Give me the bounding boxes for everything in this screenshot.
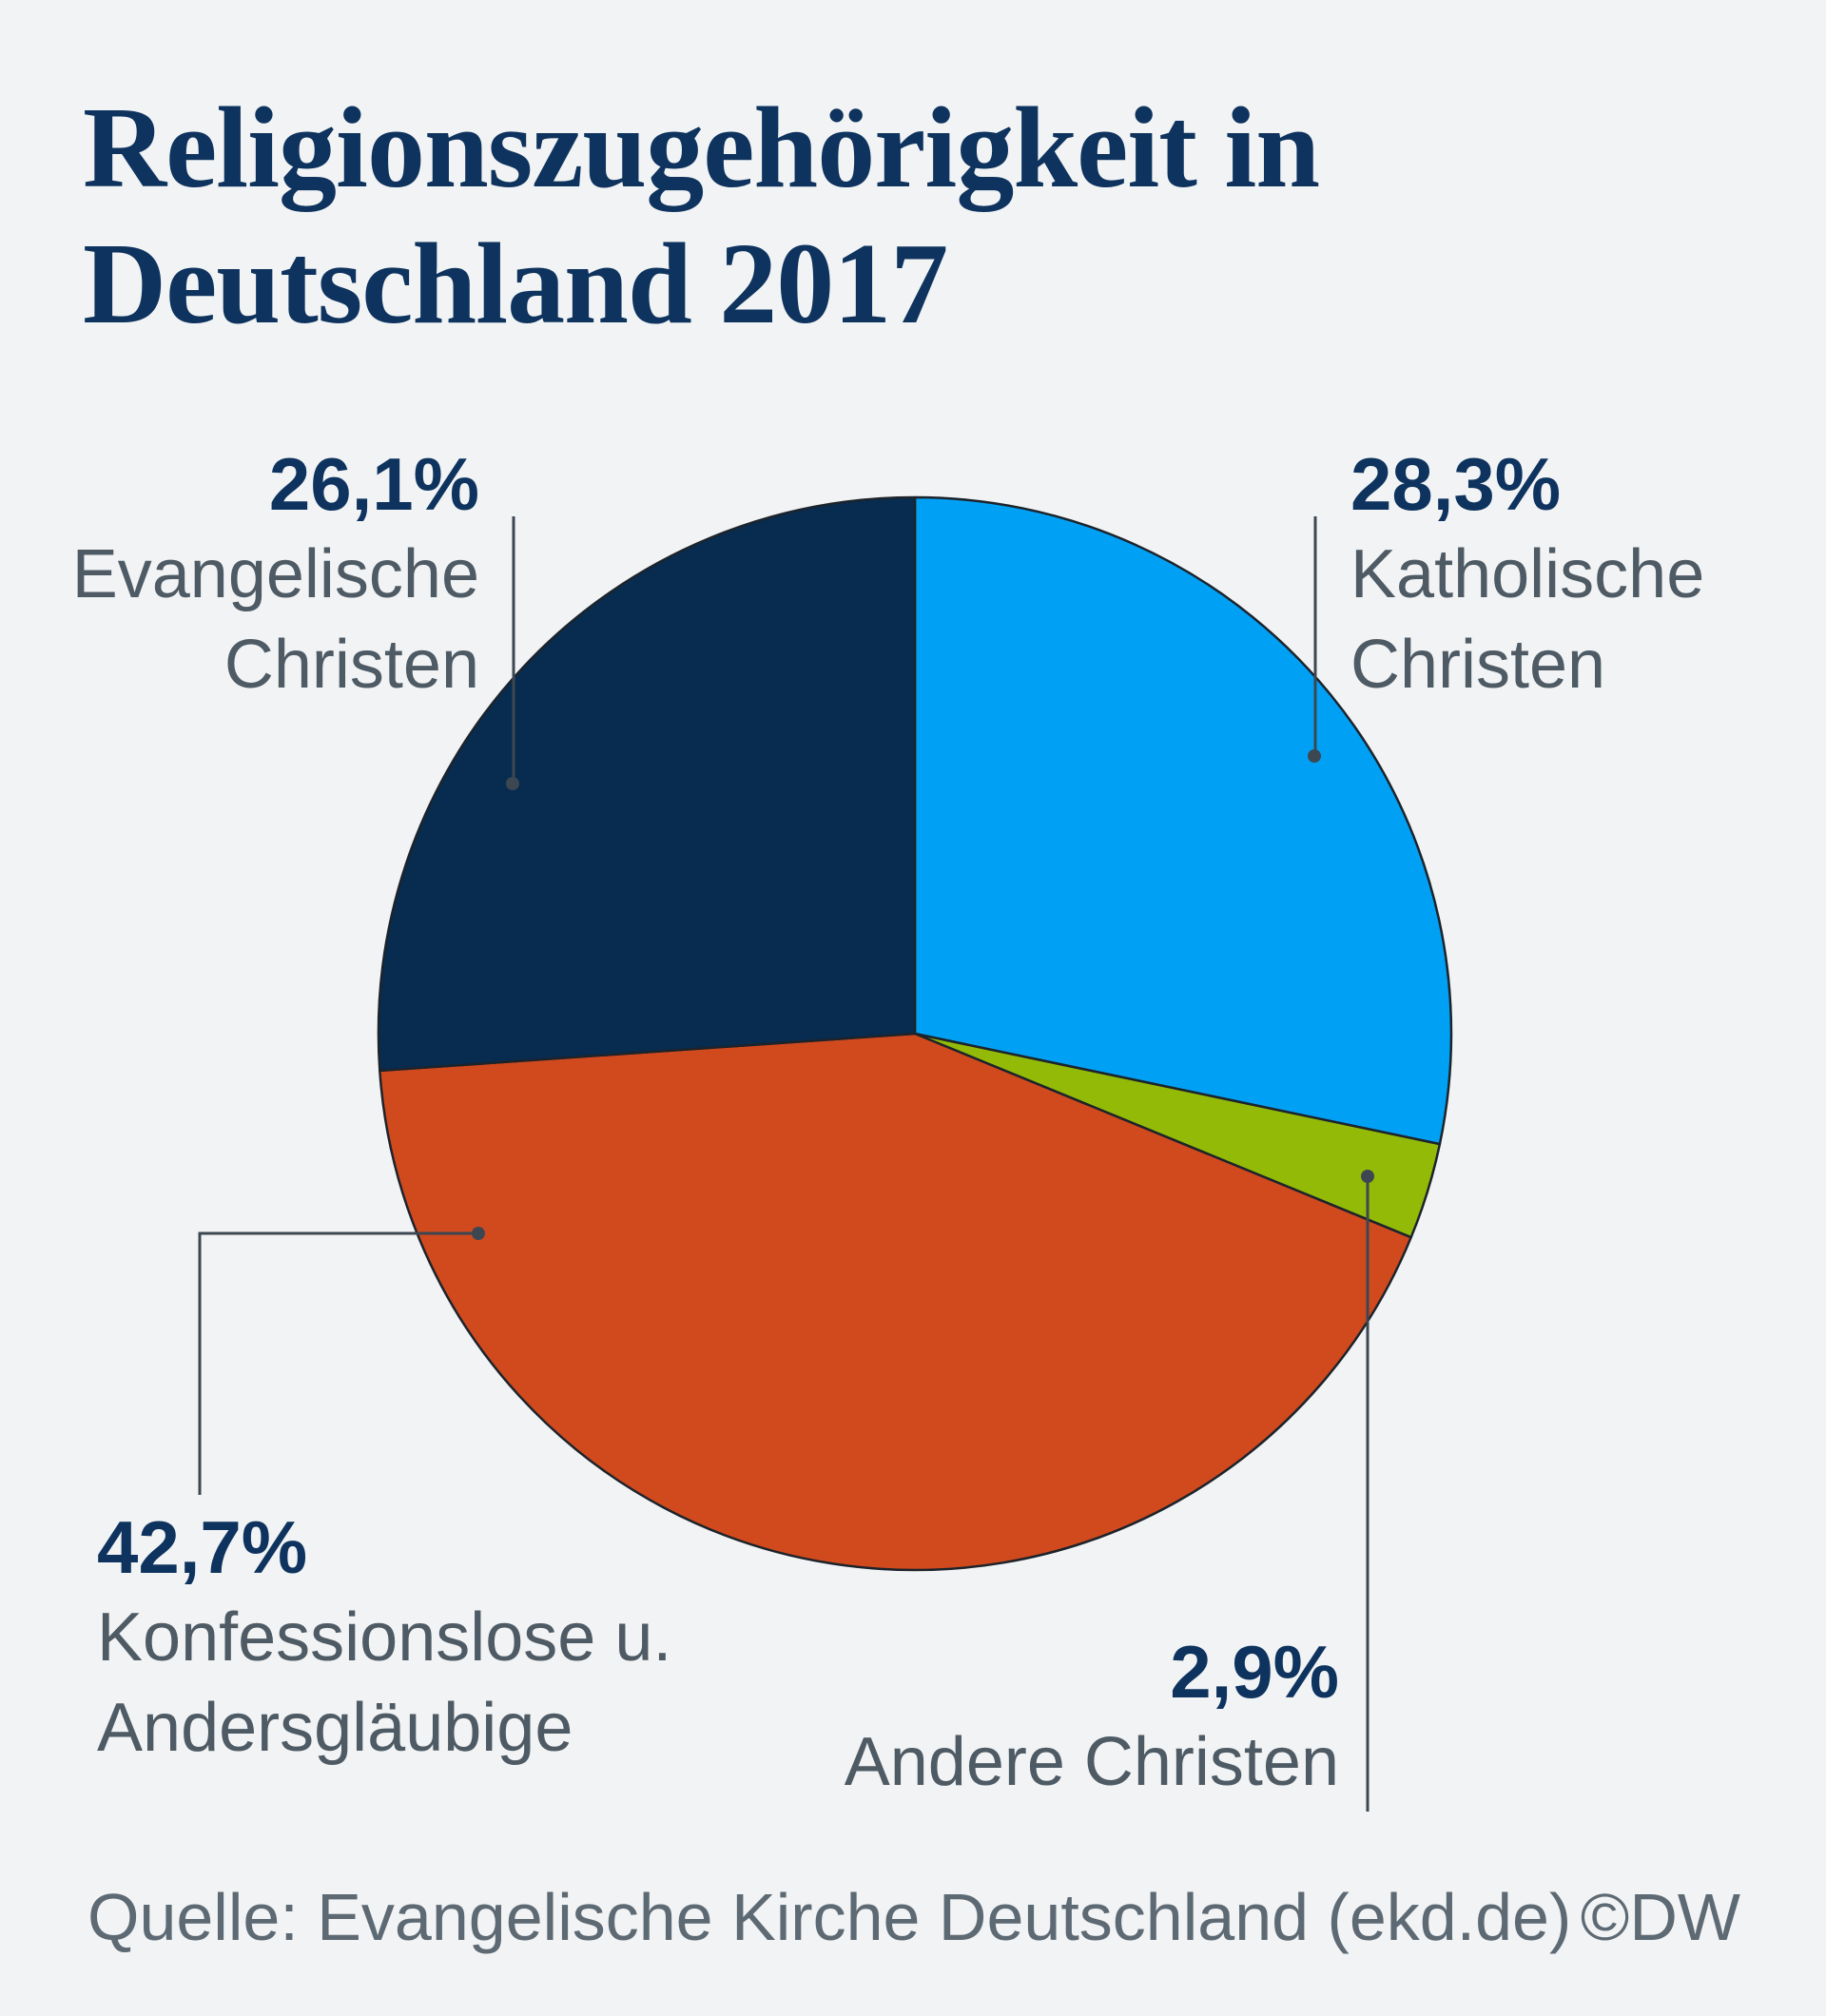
value-evangelische: 26,1% bbox=[268, 442, 479, 526]
label-andere-christen: 2,9% Andere Christen bbox=[845, 1627, 1339, 1808]
label-andere-line1: Andere Christen bbox=[844, 1724, 1339, 1800]
value-konfessionslose: 42,7% bbox=[97, 1505, 308, 1589]
pie-slice-konfessionslose-u-andersgl-ubige bbox=[379, 1032, 1412, 1572]
leader-evangelisch bbox=[506, 516, 519, 790]
value-andere: 2,9% bbox=[1170, 1630, 1339, 1714]
leader-katholisch bbox=[1308, 516, 1321, 763]
label-katholische-christen: 28,3% Katholische Christen bbox=[1350, 439, 1704, 710]
chart-title-line2: Deutschland 2017 bbox=[83, 220, 948, 348]
label-konfessionslose-line1: Konfessionslose u. bbox=[97, 1599, 672, 1676]
label-evangelische-line1: Evangelische bbox=[71, 536, 479, 612]
label-katholische-line2: Christen bbox=[1350, 627, 1606, 703]
label-evangelische-christen: 26,1% Evangelische Christen bbox=[72, 439, 479, 710]
chart-title-line1: Religionszugehörigkeit in bbox=[83, 84, 1320, 212]
source-note: Quelle: Evangelische Kirche Deutschland … bbox=[87, 1880, 1572, 1954]
label-konfessionslose: 42,7% Konfessionslose u. Andersgläubige bbox=[97, 1502, 671, 1774]
label-evangelische-line2: Christen bbox=[223, 627, 479, 703]
chart-title: Religionszugehörigkeit in Deutschland 20… bbox=[83, 80, 1320, 352]
leader-andere bbox=[1361, 1170, 1374, 1812]
dw-credit: ©DW bbox=[1580, 1880, 1740, 1954]
value-katholische: 28,3% bbox=[1350, 442, 1562, 526]
pie-slice-evangelische-christen bbox=[377, 495, 917, 1073]
label-konfessionslose-line2: Andersgläubige bbox=[97, 1690, 573, 1766]
label-katholische-line1: Katholische bbox=[1350, 536, 1705, 612]
leader-konfessionslos bbox=[198, 1227, 485, 1495]
pie-slice-katholische-christen bbox=[913, 495, 1453, 1146]
